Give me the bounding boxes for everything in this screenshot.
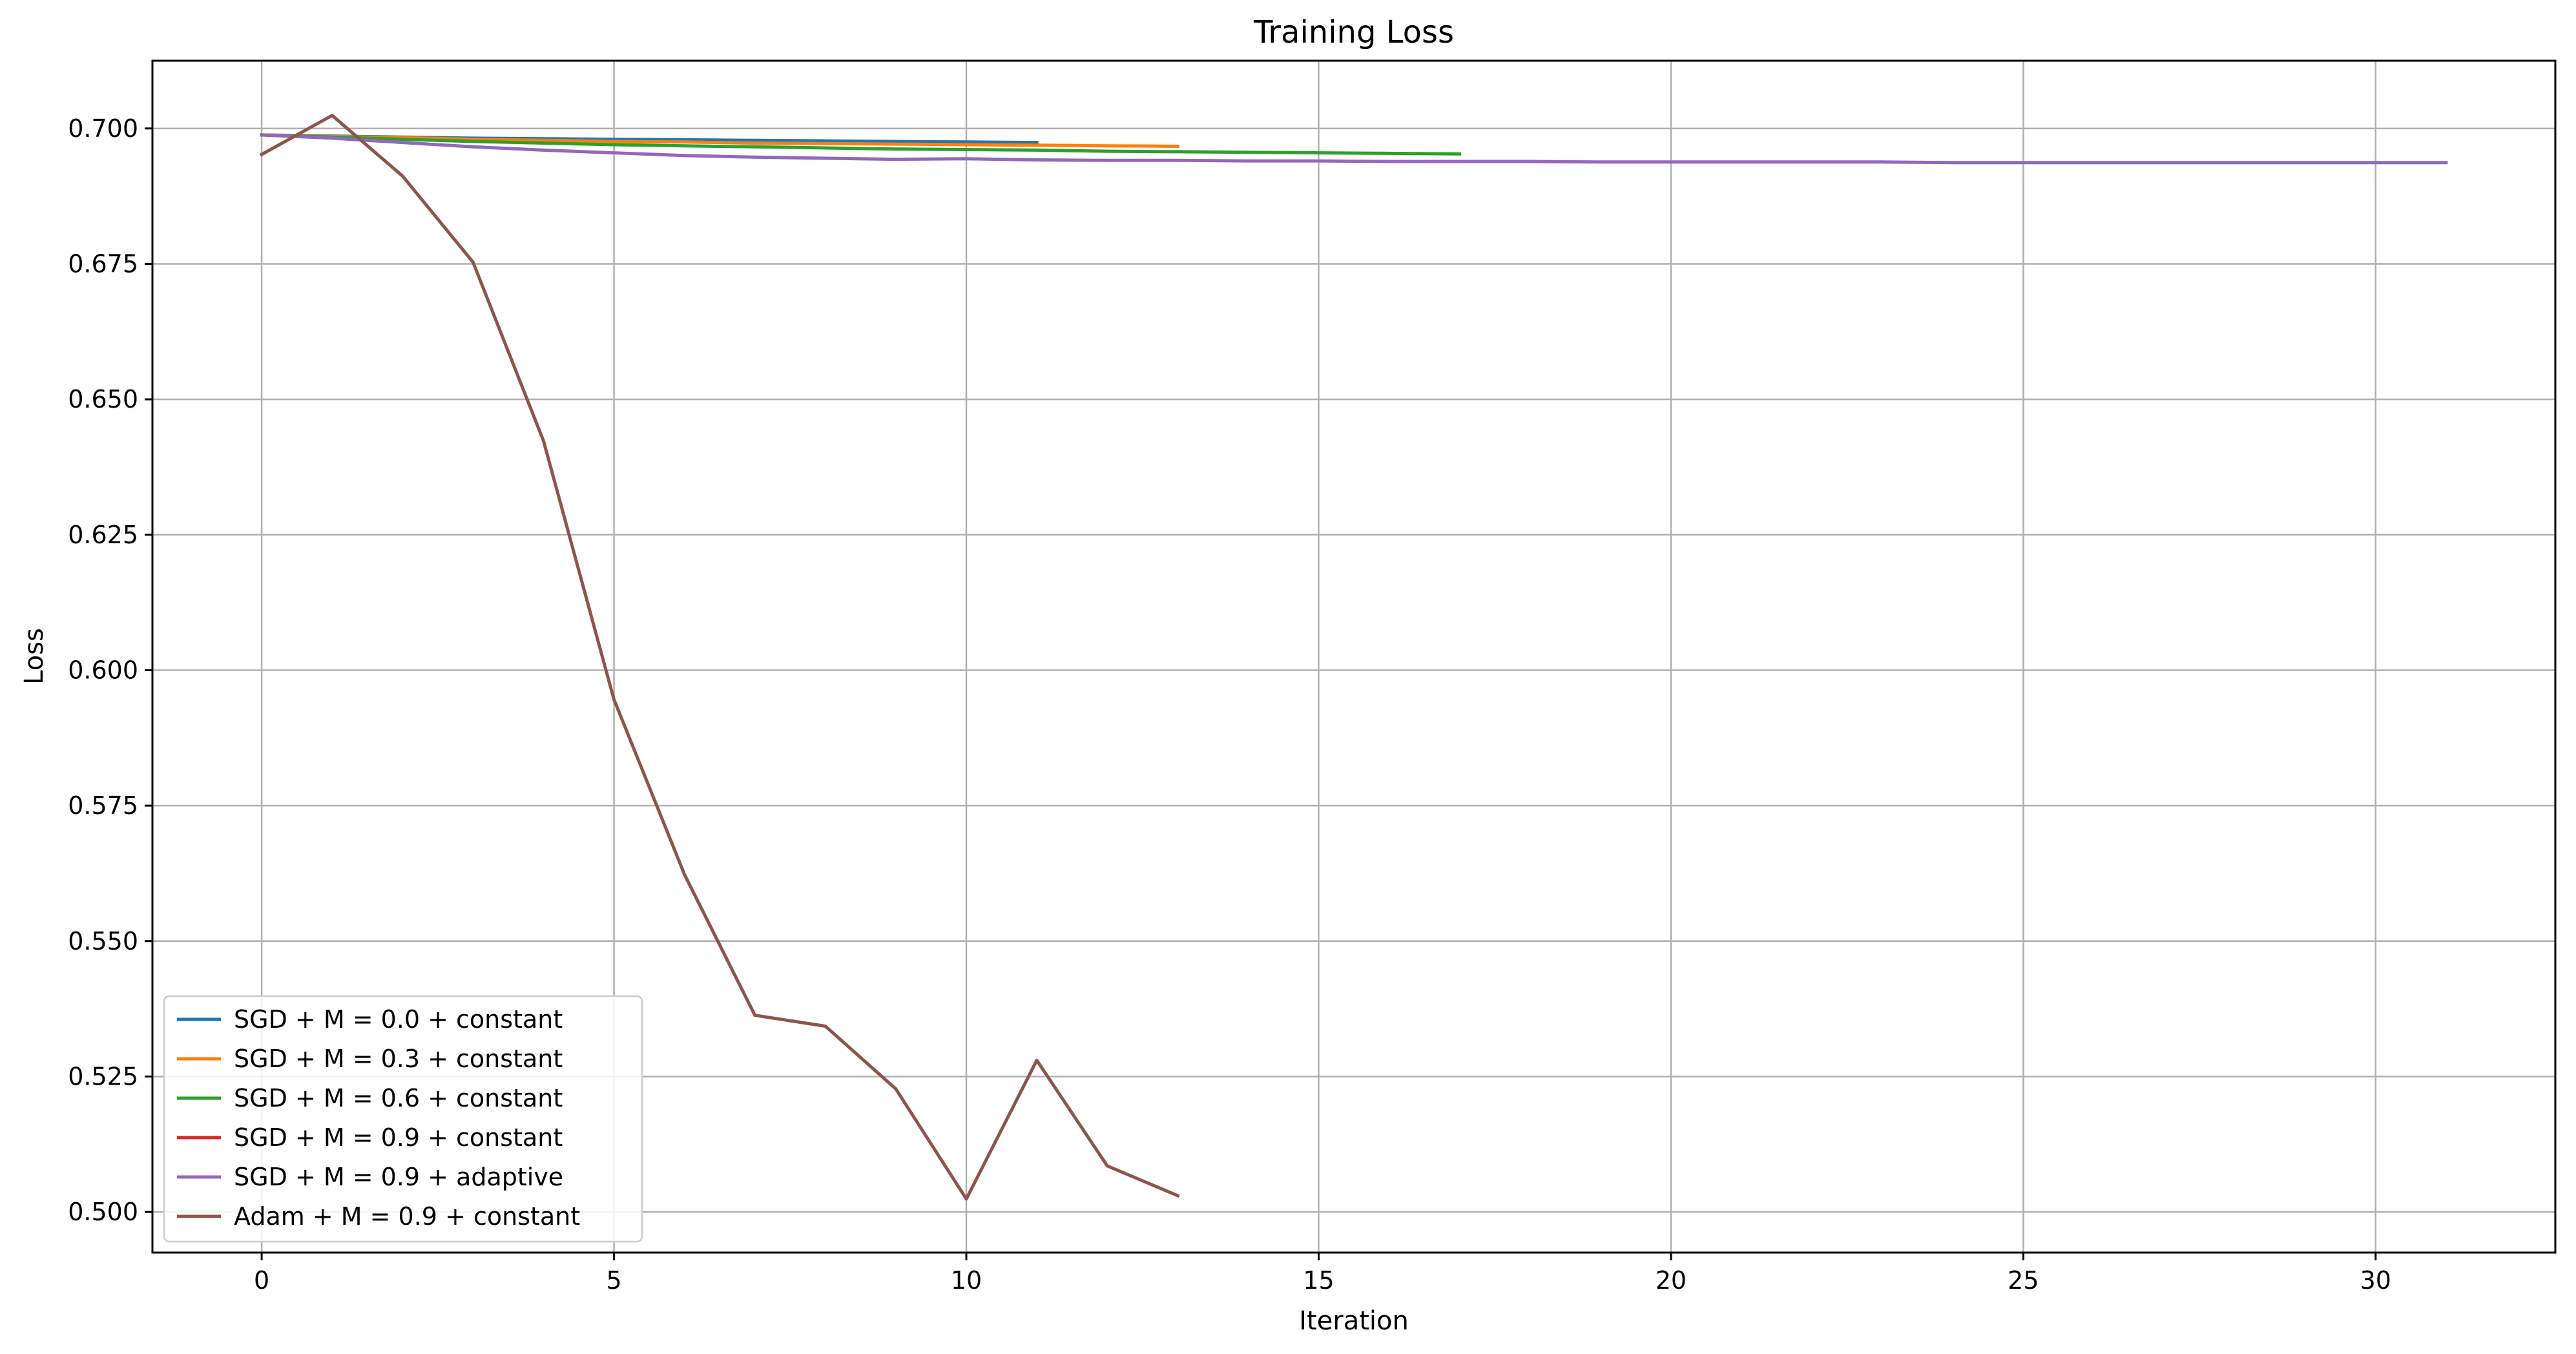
x-tick-label: 30 [2360, 1266, 2391, 1295]
legend-entry: SGD + M = 0.9 + adaptive [234, 1163, 563, 1191]
series-lines [259, 114, 2448, 1201]
y-tick-label: 0.650 [68, 385, 138, 413]
series-line-6 [259, 114, 1180, 1201]
legend-box [163, 995, 643, 1243]
y-tick-label: 0.600 [68, 656, 138, 684]
series-line-5 [260, 133, 2448, 165]
x-tick-label: 5 [606, 1266, 621, 1295]
y-tick-label: 0.500 [68, 1198, 138, 1226]
legend-entry: Adam + M = 0.9 + constant [234, 1202, 580, 1231]
legend-entry: SGD + M = 0.6 + constant [234, 1084, 563, 1112]
x-tick-label: 10 [951, 1266, 982, 1295]
y-axis-title: Loss [19, 628, 49, 685]
y-tick-label: 0.700 [68, 114, 138, 143]
x-tick-label: 25 [2008, 1266, 2039, 1295]
chart-title: Training Loss [1253, 14, 1454, 50]
y-tick-label: 0.525 [68, 1062, 138, 1090]
legend: SGD + M = 0.0 + constant SGD + M = 0.3 + … [163, 995, 643, 1243]
x-tick-label: 15 [1303, 1266, 1334, 1295]
y-tick-label: 0.625 [68, 521, 138, 549]
legend-entry: SGD + M = 0.0 + constant [234, 1005, 563, 1034]
series-line-2 [260, 133, 1179, 149]
legend-entry: SGD + M = 0.9 + constant [234, 1123, 563, 1152]
x-tick-label: 20 [1656, 1266, 1687, 1295]
y-axis-ticks: 0.500 0.525 0.550 0.575 0.600 0.625 0.650 0.675… [68, 114, 152, 1226]
x-axis-title: Iteration [1299, 1306, 1409, 1336]
plot-frame [151, 59, 2557, 1254]
y-tick-label: 0.675 [68, 249, 138, 278]
legend-entry: SGD + M = 0.3 + constant [234, 1045, 563, 1073]
y-tick-label: 0.575 [68, 791, 138, 820]
x-tick-label: 0 [254, 1266, 269, 1295]
series-line-3 [260, 133, 1462, 156]
x-axis-ticks: 0 5 10 15 20 25 30 [254, 1253, 2391, 1295]
y-tick-label: 0.550 [68, 927, 138, 955]
